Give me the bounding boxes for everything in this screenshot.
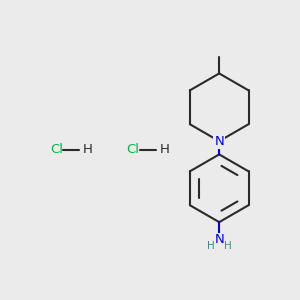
Text: H: H [207, 241, 215, 251]
Text: H: H [83, 143, 93, 157]
Text: N: N [214, 233, 224, 246]
Text: H: H [224, 241, 231, 251]
Text: Cl: Cl [126, 143, 140, 157]
Text: H: H [159, 143, 169, 157]
Text: Cl: Cl [50, 143, 63, 157]
Text: N: N [214, 135, 224, 148]
